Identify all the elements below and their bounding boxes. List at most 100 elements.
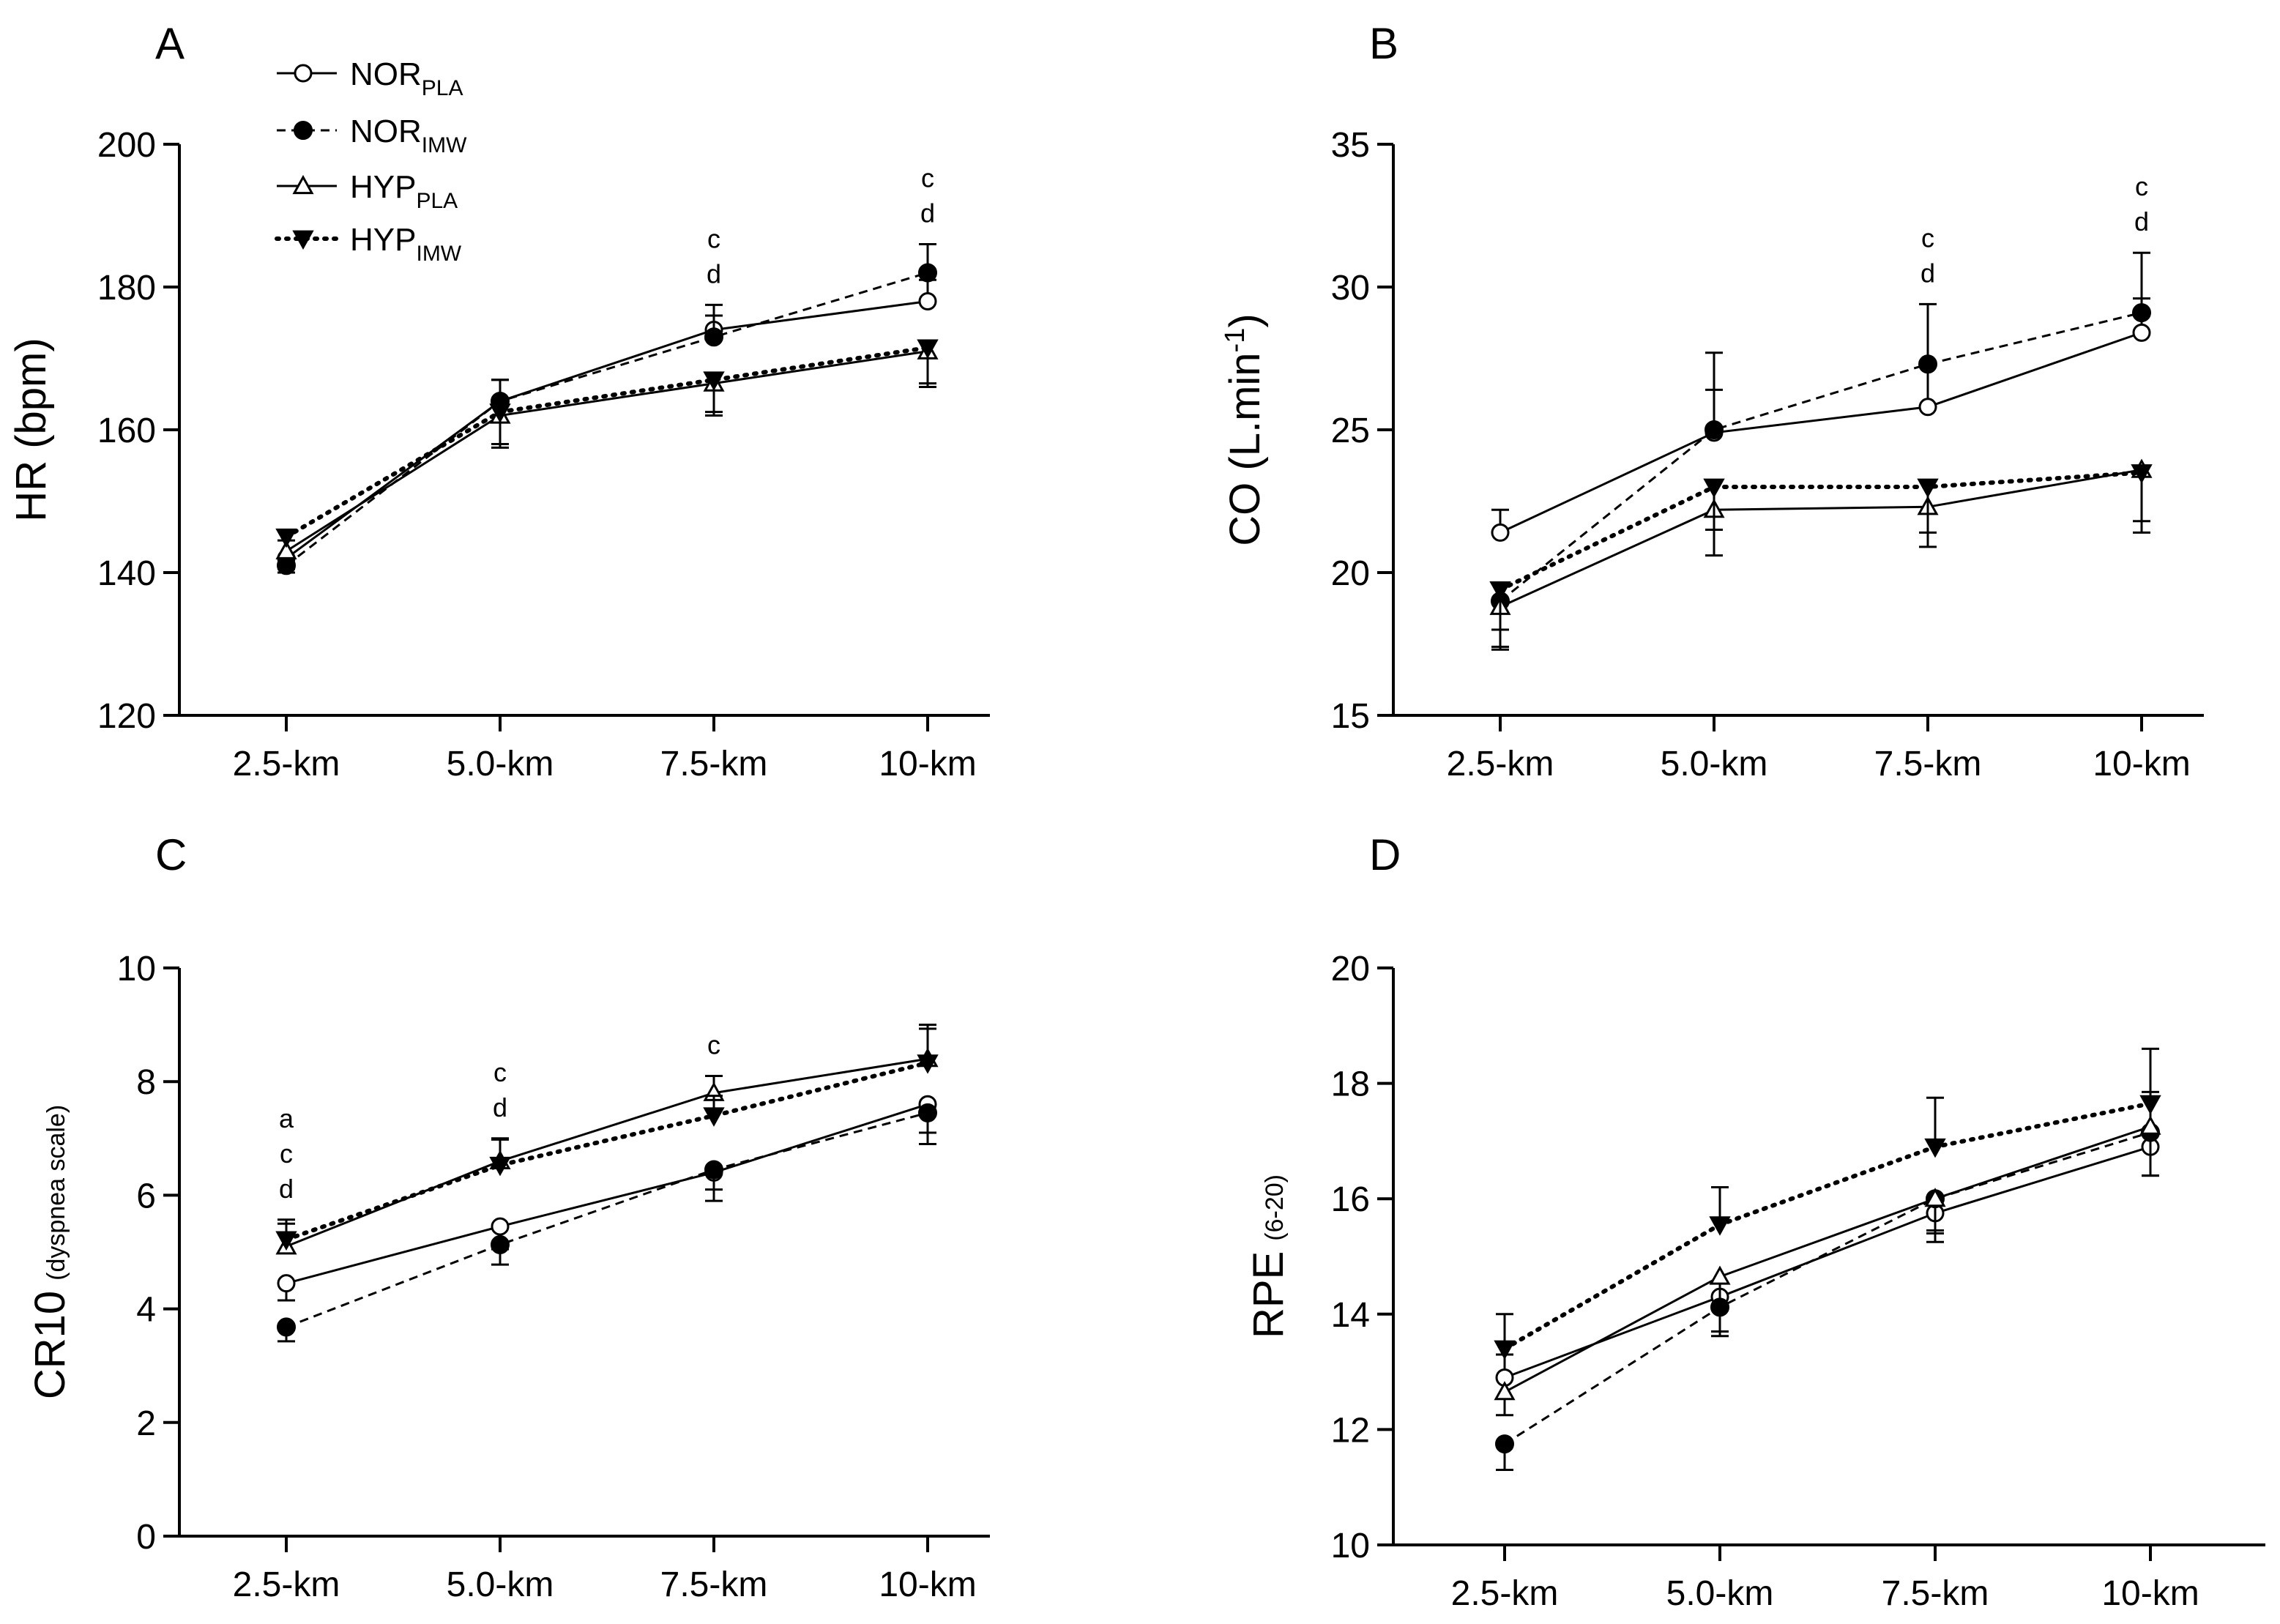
series-nor-pla: [1491, 297, 2151, 542]
legend-label: NORPLA: [350, 56, 463, 100]
series-line: [286, 272, 928, 567]
y-tick-label: 0: [136, 1518, 156, 1557]
data-point: [275, 540, 297, 559]
data-point: [703, 371, 725, 391]
legend-marker: [292, 230, 314, 250]
data-point: [1494, 1340, 1516, 1360]
data-point: [704, 1160, 723, 1180]
y-tick-label: 18: [1331, 1065, 1370, 1104]
y-axis-title: RPE (6-20): [1245, 1174, 1292, 1338]
series-line: [1504, 1145, 2151, 1379]
series-nor-pla: [1495, 1137, 2160, 1387]
series-hyp-pla: [1494, 1090, 2161, 1417]
data-point: [918, 1103, 937, 1122]
legend-label-base: NOR: [350, 113, 422, 149]
data-point: [1924, 1138, 1946, 1158]
data-point: [2139, 1095, 2161, 1115]
series-nor-imw: [1491, 251, 2151, 648]
series-line: [1499, 311, 2142, 603]
y-tick-label: 20: [1331, 554, 1370, 593]
y-tick-label: 6: [136, 1177, 156, 1215]
panel-a: A 120 140 160 180 200 2.5-km 5.0-km 7.5-km 10-km H…: [7, 19, 990, 783]
y-axis-title-main: CR10: [26, 1291, 74, 1399]
legend-marker: [292, 174, 314, 195]
legend-label-base: HYP: [350, 169, 416, 205]
x-tick-label: 10-km: [879, 745, 976, 783]
legend-label-base: NOR: [350, 56, 422, 92]
data-point: [1709, 1265, 1731, 1285]
data-point: [275, 1231, 297, 1251]
series-line: [1504, 1125, 2151, 1393]
significance-label: d: [493, 1092, 507, 1122]
series-hyp-imw: [1494, 1047, 2161, 1360]
data-point: [1705, 420, 1724, 439]
significance-label: c: [2135, 171, 2148, 201]
data-point: [1491, 523, 1510, 542]
y-axis-title-sup: -1: [1220, 328, 1251, 353]
legend-label-sub: PLA: [416, 189, 458, 213]
series-nor-imw: [277, 243, 937, 576]
series-line: [286, 1111, 928, 1328]
panel-b: B 15 20 25 30 35 2.5-km 5.0-km 7.5-km 10-km CO (L.…: [1220, 19, 2204, 783]
legend-marker: [294, 64, 313, 83]
legend-label-base: HYP: [350, 222, 416, 258]
significance-label: a: [279, 1103, 294, 1133]
y-tick-label: 8: [136, 1063, 156, 1102]
x-tick-label: 5.0-km: [1661, 745, 1768, 783]
y-tick-label: 200: [97, 126, 156, 165]
significance-label: c: [921, 163, 934, 193]
x-tick-label: 5.0-km: [1666, 1574, 1774, 1613]
significance-label: c: [707, 223, 720, 253]
data-point: [489, 403, 511, 423]
data-point: [1924, 1188, 1946, 1207]
y-axis-title: CR10 (dyspnea scale): [26, 1105, 74, 1399]
y-tick-label: 120: [97, 697, 156, 736]
significance-label: d: [707, 258, 721, 288]
legend-label-sub: IMW: [416, 242, 461, 266]
x-tick-label: 10-km: [2093, 745, 2190, 783]
panel-letter: B: [1369, 19, 1398, 68]
legend-entry-hyp-pla: HYPPLA: [277, 169, 458, 213]
y-tick-label: 20: [1331, 950, 1370, 988]
y-tick-label: 30: [1331, 269, 1370, 308]
x-tick-label: 7.5-km: [1874, 745, 1982, 783]
y-axis-title: CO (L.min-1): [1220, 313, 1269, 545]
data-point: [2132, 303, 2151, 323]
y-tick-label: 10: [1331, 1527, 1370, 1565]
legend-label: HYPIMW: [350, 222, 462, 266]
data-point: [918, 292, 937, 310]
x-tick-label: 10-km: [2101, 1574, 2199, 1613]
data-point: [1703, 478, 1725, 499]
panel-d: D 10 12 14 16 18 20 2.5-km 5.0-km 7.5-km 10-km RPE (…: [1245, 830, 2265, 1613]
y-tick-label: 12: [1331, 1411, 1370, 1450]
legend-entry-hyp-imw: HYPIMW: [275, 222, 462, 266]
x-tick-label: 2.5-km: [1447, 745, 1554, 783]
legend-entry-nor-pla: NORPLA: [277, 56, 463, 100]
x-tick-label: 7.5-km: [660, 745, 768, 783]
series-line: [284, 345, 930, 540]
data-point: [275, 528, 297, 548]
x-tick-label: 2.5-km: [233, 745, 340, 783]
data-point: [917, 339, 939, 359]
y-axis-title-end: ): [1221, 313, 1269, 327]
y-tick-label: 4: [136, 1291, 156, 1330]
significance-label: d: [920, 198, 935, 228]
x-tick-label: 7.5-km: [660, 1565, 768, 1604]
series-hyp-imw: [275, 339, 939, 548]
y-tick-label: 10: [117, 950, 156, 988]
series-line: [286, 350, 928, 553]
data-point: [1918, 354, 1937, 374]
panel-letter: A: [155, 19, 185, 68]
series-nor-imw: [277, 1103, 937, 1343]
data-point: [917, 1054, 939, 1074]
x-tick-label: 10-km: [879, 1565, 976, 1604]
legend-label-sub: IMW: [422, 133, 467, 157]
x-tick-label: 5.0-km: [447, 1565, 554, 1604]
y-tick-label: 25: [1331, 411, 1370, 450]
data-point: [277, 1317, 296, 1337]
series-line: [286, 1057, 928, 1248]
legend-label: HYPPLA: [350, 169, 458, 213]
